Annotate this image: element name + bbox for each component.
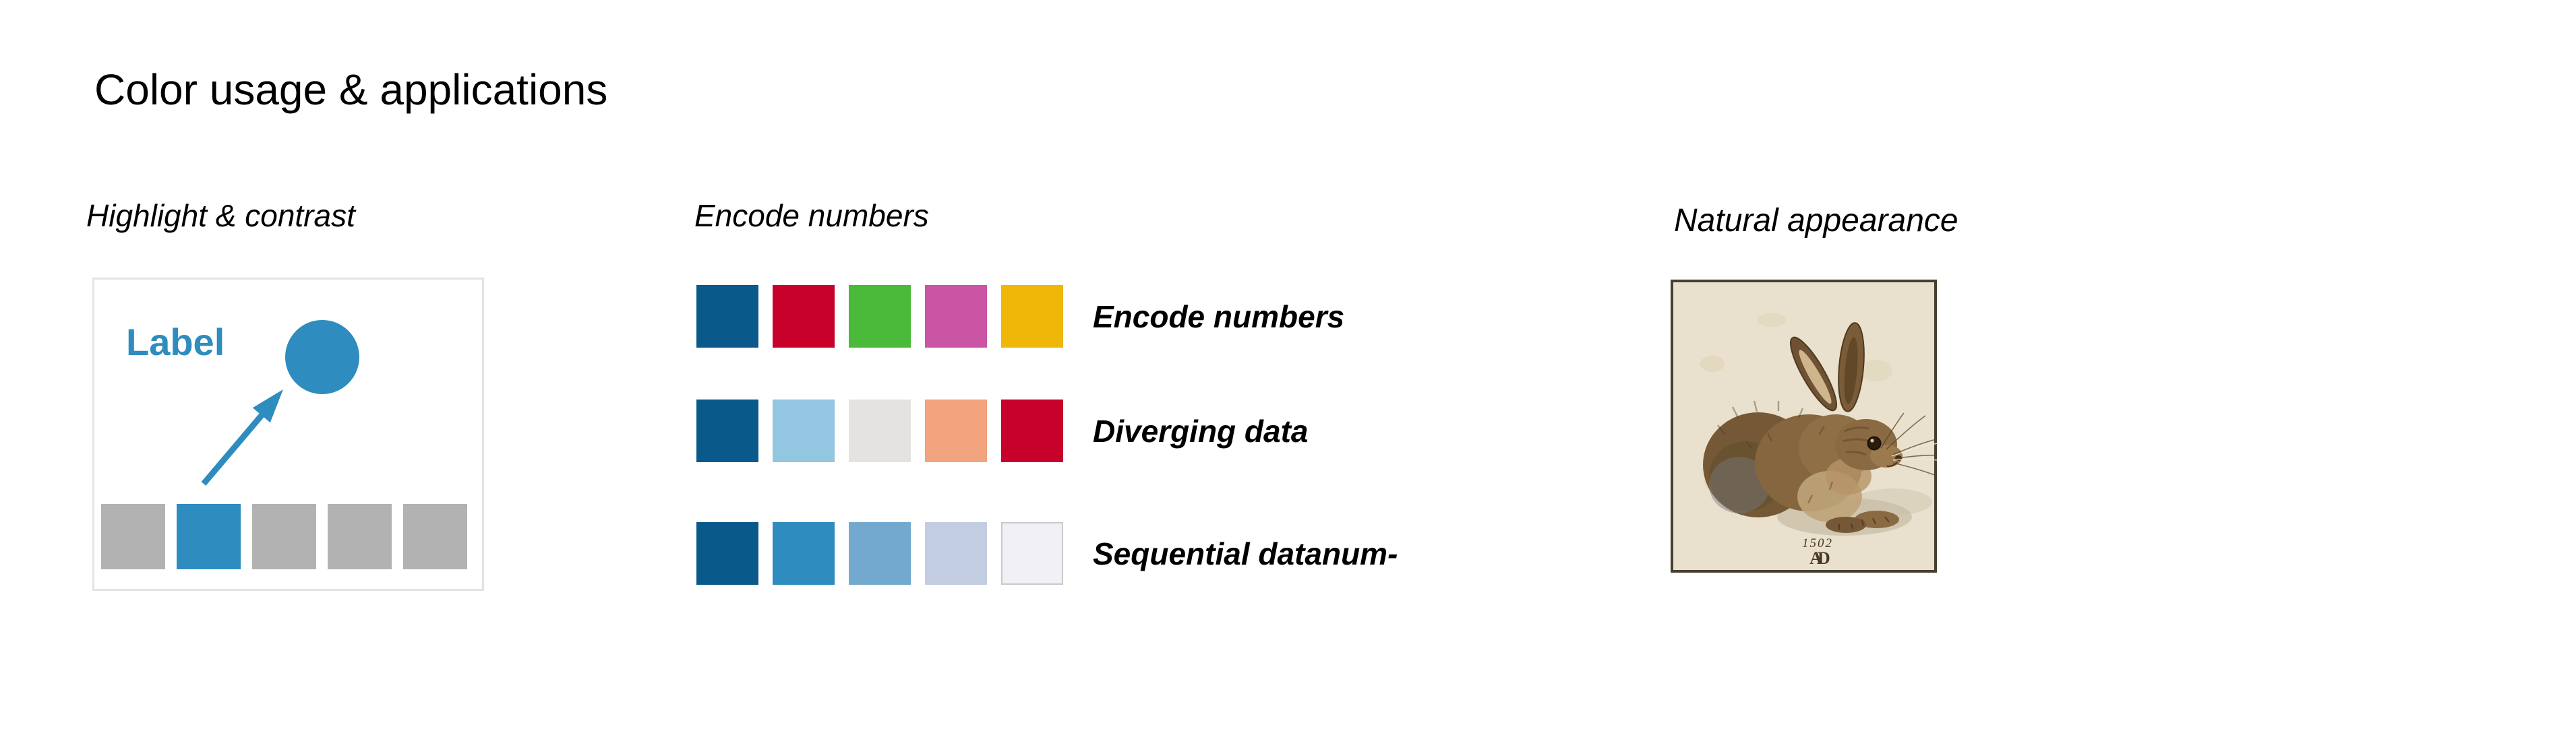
- hare-shadow: [1854, 488, 1932, 515]
- palette-row-label: Diverging data: [1093, 413, 1309, 449]
- color-swatch: [1001, 285, 1063, 348]
- section-header-highlight: Highlight & contrast: [86, 198, 355, 233]
- color-swatch: [696, 400, 758, 462]
- color-swatch: [849, 285, 911, 348]
- page-title: Color usage & applications: [94, 65, 608, 114]
- section-header-encode: Encode numbers: [694, 198, 929, 233]
- bar-square: [328, 504, 392, 569]
- color-swatch: [925, 400, 987, 462]
- highlight-label: Label: [126, 321, 225, 363]
- color-swatch: [773, 522, 835, 585]
- hare-painting-icon: 1502 AD: [1671, 280, 1937, 573]
- annotation-arrowhead-icon: [252, 389, 283, 423]
- bar-square: [101, 504, 165, 569]
- color-swatch: [773, 400, 835, 462]
- color-swatch: [849, 400, 911, 462]
- palette-row: Sequential datanum-: [696, 522, 1398, 585]
- color-swatch: [849, 522, 911, 585]
- parchment-stain: [1757, 313, 1787, 327]
- color-swatch: [696, 522, 758, 585]
- palette-row: Encode numbers: [696, 285, 1344, 348]
- bar-square: [403, 504, 467, 569]
- section-header-natural: Natural appearance: [1674, 203, 1958, 238]
- artwork-year: 1502: [1802, 536, 1833, 550]
- palette-row: Diverging data: [696, 400, 1309, 462]
- annotation-arrow-shaft: [201, 411, 266, 486]
- highlight-contrast-panel: Label: [92, 278, 484, 591]
- highlight-annotation-graphic: [201, 320, 359, 486]
- palette-row-label: Encode numbers: [1093, 298, 1345, 334]
- palette-row-label: Sequential datanum-: [1093, 536, 1398, 571]
- color-swatch: [925, 285, 987, 348]
- highlight-dot-icon: [285, 320, 359, 394]
- parchment-stain: [1860, 360, 1892, 381]
- color-swatch: [1001, 400, 1063, 462]
- hare-whiskers: [1880, 412, 1937, 477]
- color-swatch: [696, 285, 758, 348]
- bar-square: [177, 504, 241, 569]
- hare-artwork: 1502 AD: [1671, 280, 1937, 573]
- parchment-stain: [1700, 356, 1725, 372]
- bar-square: [252, 504, 316, 569]
- hare-figure: [1703, 322, 1937, 533]
- color-swatch: [1001, 522, 1063, 585]
- color-swatch: [773, 285, 835, 348]
- color-swatch: [925, 522, 987, 585]
- hare-eye: [1867, 436, 1882, 451]
- bar-chart-row: [101, 504, 467, 569]
